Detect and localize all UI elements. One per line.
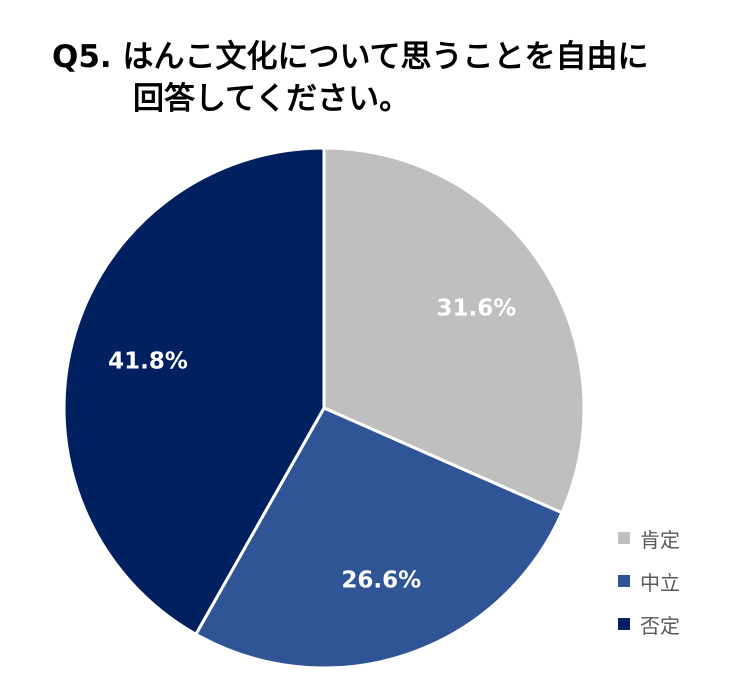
legend-item-positive: 肯定	[618, 527, 680, 552]
chart-title-line-2: 回答してください。	[133, 81, 411, 117]
legend-item-neutral: 中立	[618, 570, 680, 595]
legend-label-negative: 否定	[640, 613, 680, 638]
pie-slice-positive	[322, 146, 586, 515]
data-label-negative: 41.8%	[108, 349, 188, 375]
pie-slice-negative	[62, 146, 326, 636]
legend-label-positive: 肯定	[640, 527, 680, 552]
legend-swatch-negative	[618, 618, 630, 630]
legend-swatch-neutral	[618, 575, 630, 587]
legend-swatch-positive	[618, 532, 630, 544]
legend-item-negative: 否定	[618, 613, 680, 638]
chart-title-line-1: Q5. はんこ文化について思うことを自由に	[52, 39, 649, 75]
legend: 肯定 中立 否定	[618, 527, 680, 656]
data-label-positive: 31.6%	[437, 296, 517, 322]
pie-data-labels: 31.6% 26.6% 41.8%	[108, 296, 516, 594]
data-label-neutral: 26.6%	[341, 568, 421, 594]
pie-slices	[62, 146, 586, 670]
legend-label-neutral: 中立	[640, 570, 680, 595]
